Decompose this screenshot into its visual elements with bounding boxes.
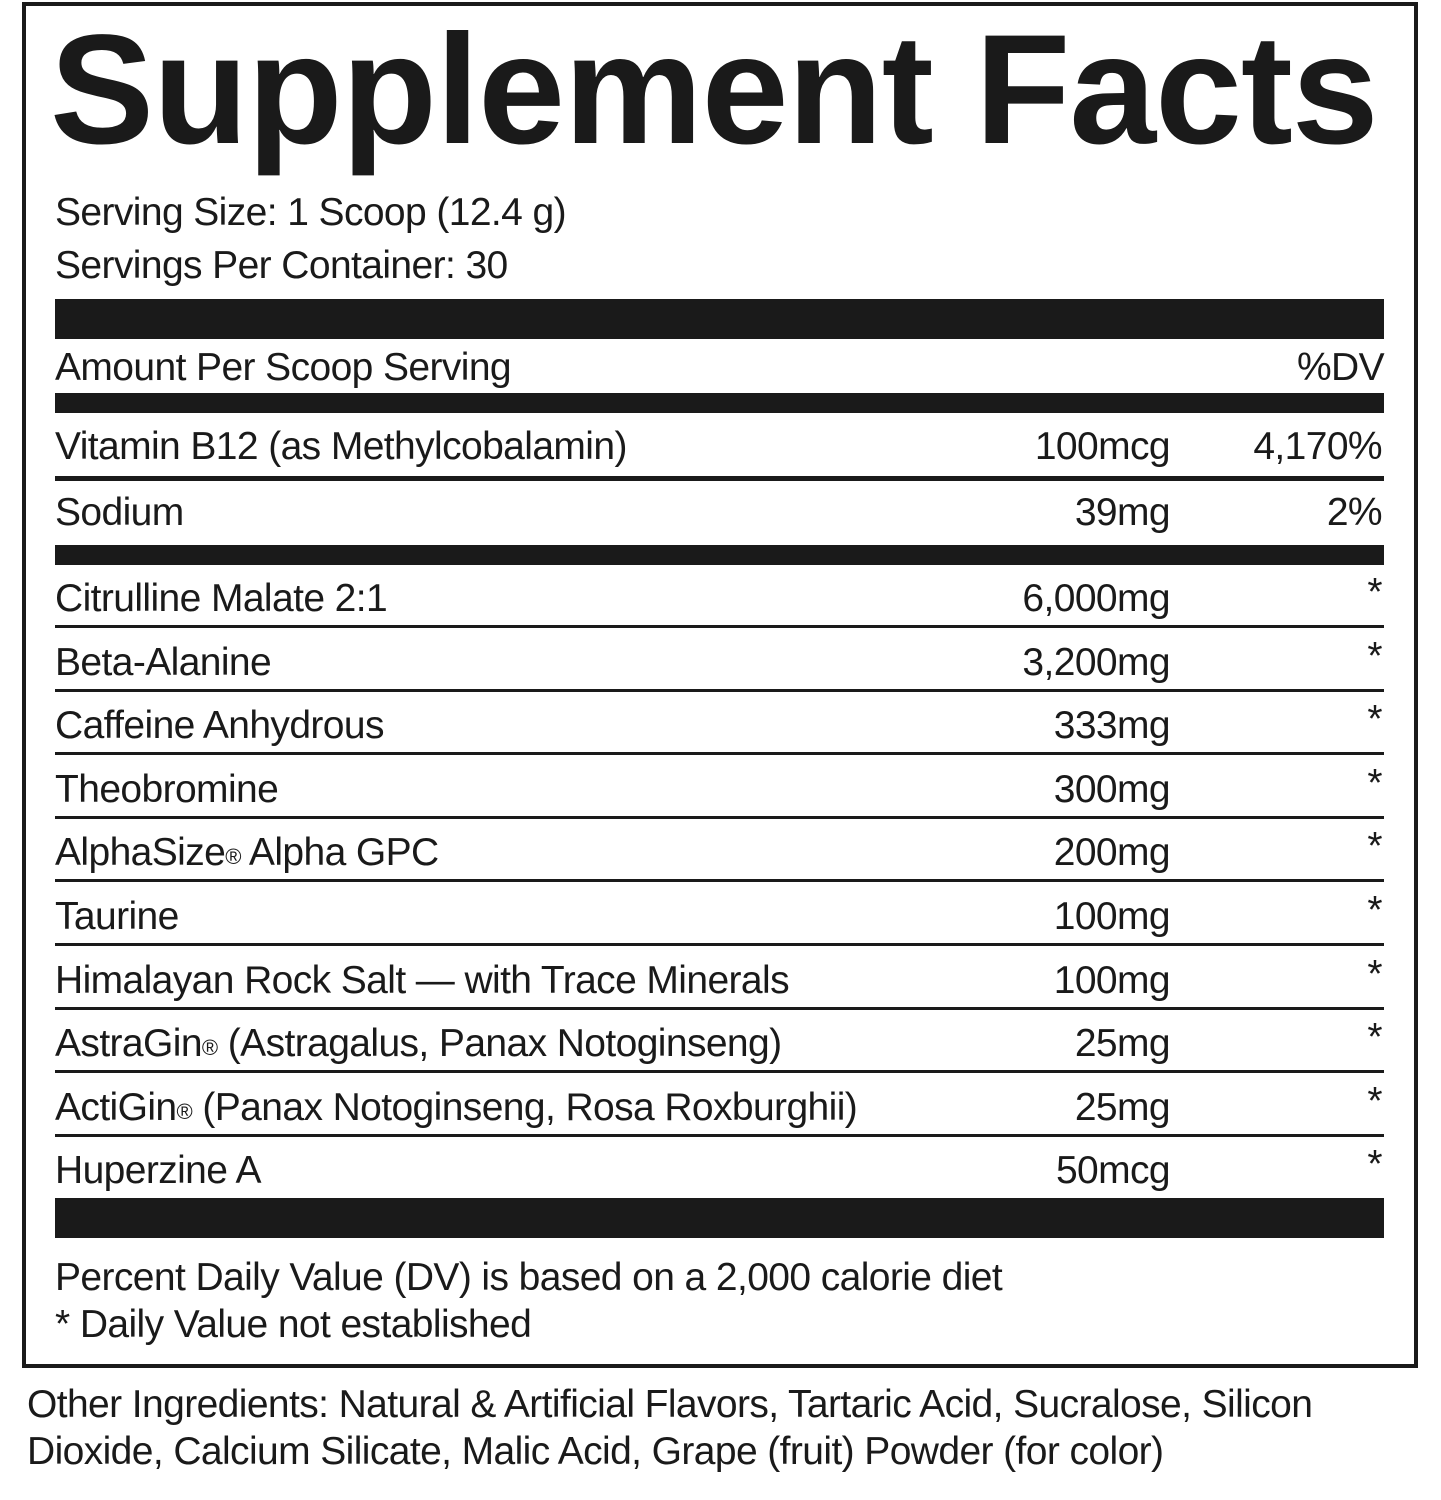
row-divider bbox=[55, 752, 1384, 755]
nutrient-amount: 39mg bbox=[1074, 491, 1171, 534]
nutrient-dv: * bbox=[1367, 825, 1382, 869]
nutrient-amount: 6,000mg bbox=[1022, 577, 1170, 620]
nutrient-dv: * bbox=[1367, 952, 1382, 996]
dv-header: %DV bbox=[1296, 346, 1385, 389]
supplement-facts-panel bbox=[22, 2, 1418, 1368]
nutrient-amount: 300mg bbox=[1053, 767, 1171, 811]
nutrient-name: ActiGin® (Panax Notoginseng, Rosa Roxbur… bbox=[55, 1085, 858, 1129]
nutrient-dv: 4,170% bbox=[1253, 425, 1382, 468]
row-divider bbox=[55, 943, 1384, 946]
nutrient-row: Taurine 100mg * bbox=[55, 886, 1384, 946]
other-ingredients-line-2: Dioxide, Calcium Silicate, Malic Acid, G… bbox=[27, 1430, 1164, 1473]
nutrient-row: ActiGin® (Panax Notoginseng, Rosa Roxbur… bbox=[55, 1077, 1384, 1137]
nutrient-dv: * bbox=[1367, 571, 1382, 614]
nutrient-amount: 100mg bbox=[1053, 958, 1171, 1002]
registered-mark: ® bbox=[176, 1098, 193, 1124]
nutrient-amount: 200mg bbox=[1053, 831, 1171, 875]
nutrient-amount: 100mcg bbox=[1034, 425, 1171, 468]
nutrient-row: Vitamin B12 (as Methylcobalamin) 100mcg 4,… bbox=[55, 416, 1384, 476]
nutrient-name: AstraGin® (Astragalus, Panax Notoginseng… bbox=[55, 1022, 782, 1066]
nutrient-dv: * bbox=[1367, 698, 1382, 742]
nutrient-name: Theobromine bbox=[55, 767, 279, 811]
registered-mark: ® bbox=[225, 844, 241, 870]
nutrient-row: Huperzine A 50mcg * bbox=[55, 1140, 1384, 1200]
nutrient-name: Himalayan Rock Salt — with Trace Mineral… bbox=[55, 958, 790, 1002]
nutrient-row: AlphaSize® Alpha GPC 200mg * bbox=[55, 822, 1384, 882]
nutrient-row: Citrulline Malate 2:1 6,000mg * bbox=[55, 568, 1384, 628]
medium-divider bbox=[55, 545, 1384, 565]
nutrient-dv: * bbox=[1367, 1016, 1382, 1060]
nutrient-amount: 333mg bbox=[1053, 704, 1171, 748]
footnote-not-established: * Daily Value not established bbox=[55, 1303, 532, 1346]
row-divider bbox=[55, 1134, 1384, 1137]
nutrient-row: Himalayan Rock Salt — with Trace Mineral… bbox=[55, 950, 1384, 1010]
nutrient-row: Beta-Alanine 3,200mg * bbox=[55, 632, 1384, 692]
nutrient-row: Sodium 39mg 2% bbox=[55, 482, 1384, 542]
nutrient-amount: 100mg bbox=[1053, 895, 1171, 938]
nutrient-name: Beta-Alanine bbox=[55, 640, 272, 684]
nutrient-row: AstraGin® (Astragalus, Panax Notoginseng… bbox=[55, 1013, 1384, 1073]
footnote-dv: Percent Daily Value (DV) is based on a 2… bbox=[55, 1256, 1003, 1299]
panel-title: Supplement Facts bbox=[50, 3, 1379, 177]
nutrient-dv: * bbox=[1367, 761, 1382, 805]
nutrient-row: Theobromine 300mg * bbox=[55, 759, 1384, 819]
serving-size: Serving Size: 1 Scoop (12.4 g) bbox=[55, 191, 567, 234]
other-ingredients-line-1: Other Ingredients: Natural & Artificial … bbox=[27, 1383, 1313, 1426]
row-divider bbox=[55, 1007, 1384, 1010]
nutrient-name: AlphaSize® Alpha GPC bbox=[55, 831, 439, 875]
thick-divider bbox=[55, 1198, 1384, 1238]
row-divider bbox=[55, 476, 1384, 481]
medium-divider bbox=[55, 393, 1384, 413]
servings-per-container: Servings Per Container: 30 bbox=[55, 244, 508, 287]
thick-divider bbox=[55, 299, 1384, 339]
nutrient-name: Sodium bbox=[55, 491, 184, 534]
row-divider bbox=[55, 879, 1384, 882]
nutrient-name: Huperzine A bbox=[55, 1149, 261, 1193]
nutrient-dv: * bbox=[1367, 1079, 1382, 1123]
nutrient-dv: * bbox=[1367, 1143, 1382, 1187]
row-divider bbox=[55, 625, 1384, 628]
nutrient-name: Citrulline Malate 2:1 bbox=[55, 577, 388, 620]
nutrient-name: Vitamin B12 (as Methylcobalamin) bbox=[55, 425, 627, 468]
amount-per-serving-label: Amount Per Scoop Serving bbox=[55, 346, 512, 389]
row-divider bbox=[55, 1070, 1384, 1073]
nutrient-dv: 2% bbox=[1326, 491, 1383, 534]
row-divider bbox=[55, 689, 1384, 692]
nutrient-row: Caffeine Anhydrous 333mg * bbox=[55, 695, 1384, 755]
registered-mark: ® bbox=[201, 1035, 218, 1061]
nutrient-amount: 25mg bbox=[1074, 1022, 1171, 1066]
nutrient-dv: * bbox=[1367, 889, 1382, 932]
nutrient-amount: 50mcg bbox=[1055, 1149, 1171, 1193]
nutrient-amount: 25mg bbox=[1074, 1085, 1171, 1129]
nutrient-amount: 3,200mg bbox=[1022, 640, 1170, 684]
nutrient-dv: * bbox=[1367, 634, 1382, 678]
nutrient-name: Caffeine Anhydrous bbox=[55, 704, 384, 748]
nutrient-name: Taurine bbox=[55, 895, 179, 938]
row-divider bbox=[55, 816, 1384, 819]
